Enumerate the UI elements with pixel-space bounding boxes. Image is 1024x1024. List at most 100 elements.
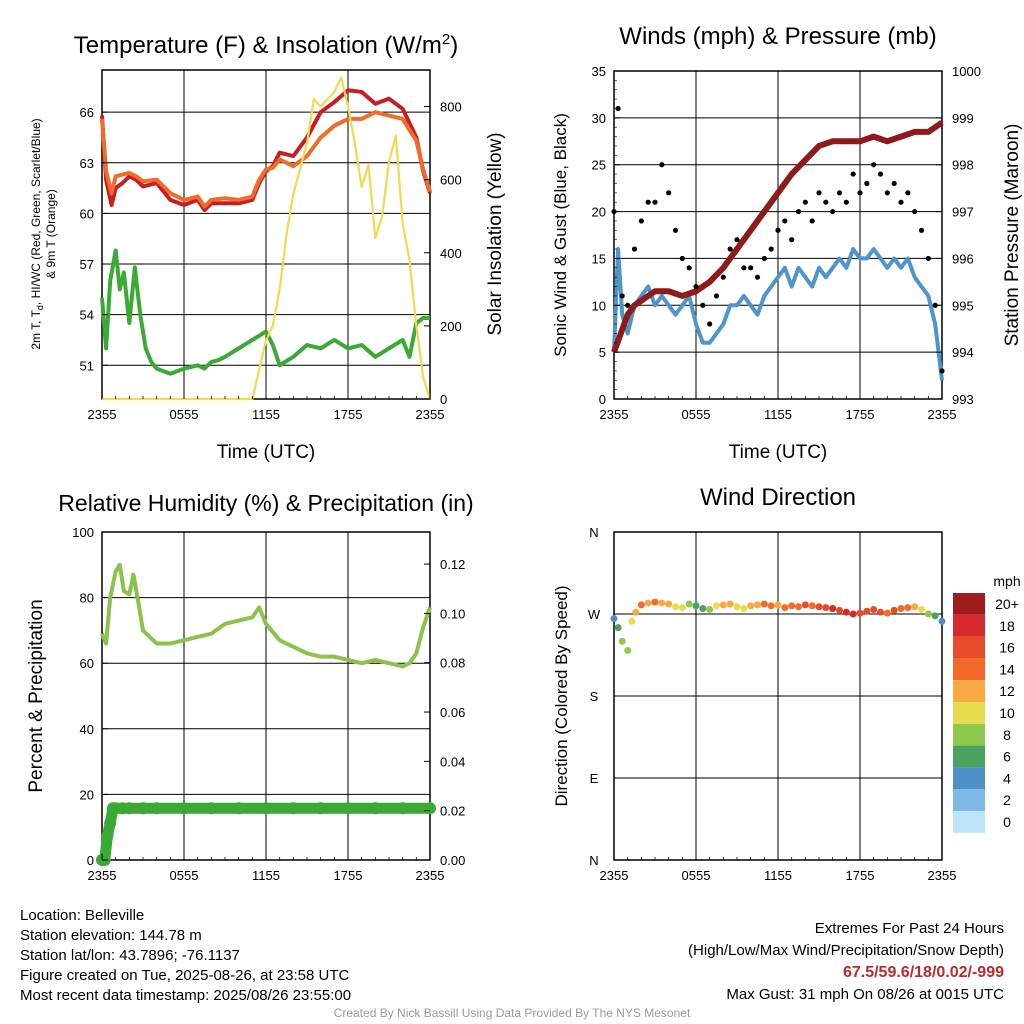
temp-x-tick-label: 1155 xyxy=(252,407,280,422)
temp-series xyxy=(100,76,432,401)
rh-y-tick-label: 60 xyxy=(80,656,94,671)
direction-point xyxy=(842,608,850,616)
gust-point xyxy=(679,255,685,262)
rh-panel: Relative Humidity (%) & Precipitation (i… xyxy=(26,490,474,883)
wind-series xyxy=(611,105,945,381)
direction-point xyxy=(665,600,673,608)
gust-point xyxy=(652,199,658,205)
extremes-title: Extremes For Past 24 Hours xyxy=(814,920,1004,937)
station-location: Location: Belleville xyxy=(20,907,145,924)
legend-swatch xyxy=(953,680,985,702)
wind-xlabel: Time (UTC) xyxy=(729,442,828,463)
wind-x-tick-label: 1155 xyxy=(764,407,792,422)
wind-y-right-tick-label: 998 xyxy=(952,158,974,173)
legend-swatch xyxy=(953,789,985,811)
series-line-0 xyxy=(100,562,432,669)
legend-swatch xyxy=(953,811,985,833)
dir-y-tick-label: W xyxy=(588,607,601,622)
dir-y-tick-label: E xyxy=(590,771,599,786)
gust-point xyxy=(864,180,870,187)
direction-point xyxy=(713,602,720,610)
gust-point xyxy=(659,162,665,168)
gust-point xyxy=(891,180,897,187)
wind-y-right-tick-label: 996 xyxy=(952,251,974,266)
precip-line xyxy=(99,802,430,866)
legend-swatch xyxy=(953,702,985,724)
wind-y-tick-label: 5 xyxy=(599,345,606,360)
direction-point xyxy=(699,605,707,613)
legend-label: 18 xyxy=(999,618,1015,634)
direction-point xyxy=(733,603,741,611)
legend-label: 6 xyxy=(1003,749,1011,765)
direction-point xyxy=(726,600,734,608)
legend-swatch xyxy=(953,723,985,746)
dir-x-tick-label: 1155 xyxy=(764,868,792,883)
rh-y-tick-label: 100 xyxy=(72,525,94,540)
wind-x-tick-label: 2355 xyxy=(928,407,957,422)
legend-swatch xyxy=(953,745,985,768)
direction-point xyxy=(672,603,679,611)
rh-title: Relative Humidity (%) & Precipitation (i… xyxy=(58,490,473,516)
dir-title: Wind Direction xyxy=(700,484,856,511)
rh-y-tick-label: 0 xyxy=(87,853,94,868)
gust-point xyxy=(761,255,767,262)
extremes-info: Extremes For Past 24 Hours (High/Low/Max… xyxy=(688,918,1004,1006)
direction-point xyxy=(644,599,652,607)
direction-point xyxy=(632,608,640,616)
temp-y-tick-label: 57 xyxy=(80,257,94,272)
direction-point xyxy=(931,612,939,620)
rh-y-right-tick-label: 0.04 xyxy=(440,754,465,769)
legend-label: 2 xyxy=(1003,792,1011,808)
gust-point xyxy=(700,302,706,308)
gust-point xyxy=(734,237,740,243)
direction-point xyxy=(890,606,898,614)
wind-y-right-tick-label: 994 xyxy=(952,345,974,360)
gust-point xyxy=(823,199,829,205)
series-line-2 xyxy=(100,248,430,376)
direction-point xyxy=(808,602,816,610)
wind-y-tick-label: 0 xyxy=(599,392,606,407)
gust-point xyxy=(877,171,884,177)
direction-point xyxy=(863,607,871,615)
legend-swatch xyxy=(953,767,985,790)
gust-point xyxy=(666,190,672,196)
rh-ylabel-left: Percent & Precipitation xyxy=(26,599,47,792)
rh-x-tick-label: 2355 xyxy=(416,868,445,883)
gust-point xyxy=(843,199,849,205)
gust-point xyxy=(645,199,651,205)
direction-point xyxy=(760,600,768,608)
wind-x-tick-label: 1755 xyxy=(846,407,875,422)
direction-point xyxy=(904,604,912,612)
gust-point xyxy=(775,227,781,233)
rh-y-tick-label: 20 xyxy=(80,787,94,802)
rh-y-tick-label: 40 xyxy=(80,722,94,737)
dir-legend: 20+ 18 16 14 12 10 8 6 4 2 0 xyxy=(953,593,1019,833)
direction-point xyxy=(685,600,693,608)
temp-grid xyxy=(102,70,430,399)
direction-point xyxy=(788,602,796,610)
direction-point xyxy=(918,605,925,613)
dir-ylabel-left: Direction (Colored By Speed) xyxy=(552,585,571,806)
temp-ticks: 2355 0555 1155 1755 2355 51 54 57 60 63 66 0 200 400 6… xyxy=(80,100,462,422)
gust-point xyxy=(748,265,754,271)
direction-point xyxy=(938,617,946,625)
temp-xlabel: Time (UTC) xyxy=(217,442,316,463)
direction-point xyxy=(815,603,823,611)
wind-y-right-tick-label: 997 xyxy=(952,205,974,220)
direction-point xyxy=(610,615,618,623)
station-latlon: Station lat/lon: 43.7896; -76.1137 xyxy=(20,947,240,964)
legend-label: 14 xyxy=(999,661,1015,677)
direction-point xyxy=(618,637,626,645)
temp-y-right-tick-label: 600 xyxy=(440,173,462,188)
dir-x-tick-label: 1755 xyxy=(846,868,875,883)
wind-x-tick-label: 2355 xyxy=(600,407,629,422)
wind-grid xyxy=(614,71,942,399)
direction-point xyxy=(754,601,761,609)
gust-point xyxy=(768,246,774,252)
gust-point xyxy=(925,255,931,262)
max-gust: Max Gust: 31 mph On 08/26 at 0015 UTC xyxy=(726,986,1004,1003)
legend-label: 10 xyxy=(999,705,1015,721)
dir-panel: Wind Direction 2355 0555 1155 1755 2355NESWN… xyxy=(552,484,1021,883)
station-elevation: Station elevation: 144.78 m xyxy=(20,927,202,944)
direction-point xyxy=(658,599,666,607)
